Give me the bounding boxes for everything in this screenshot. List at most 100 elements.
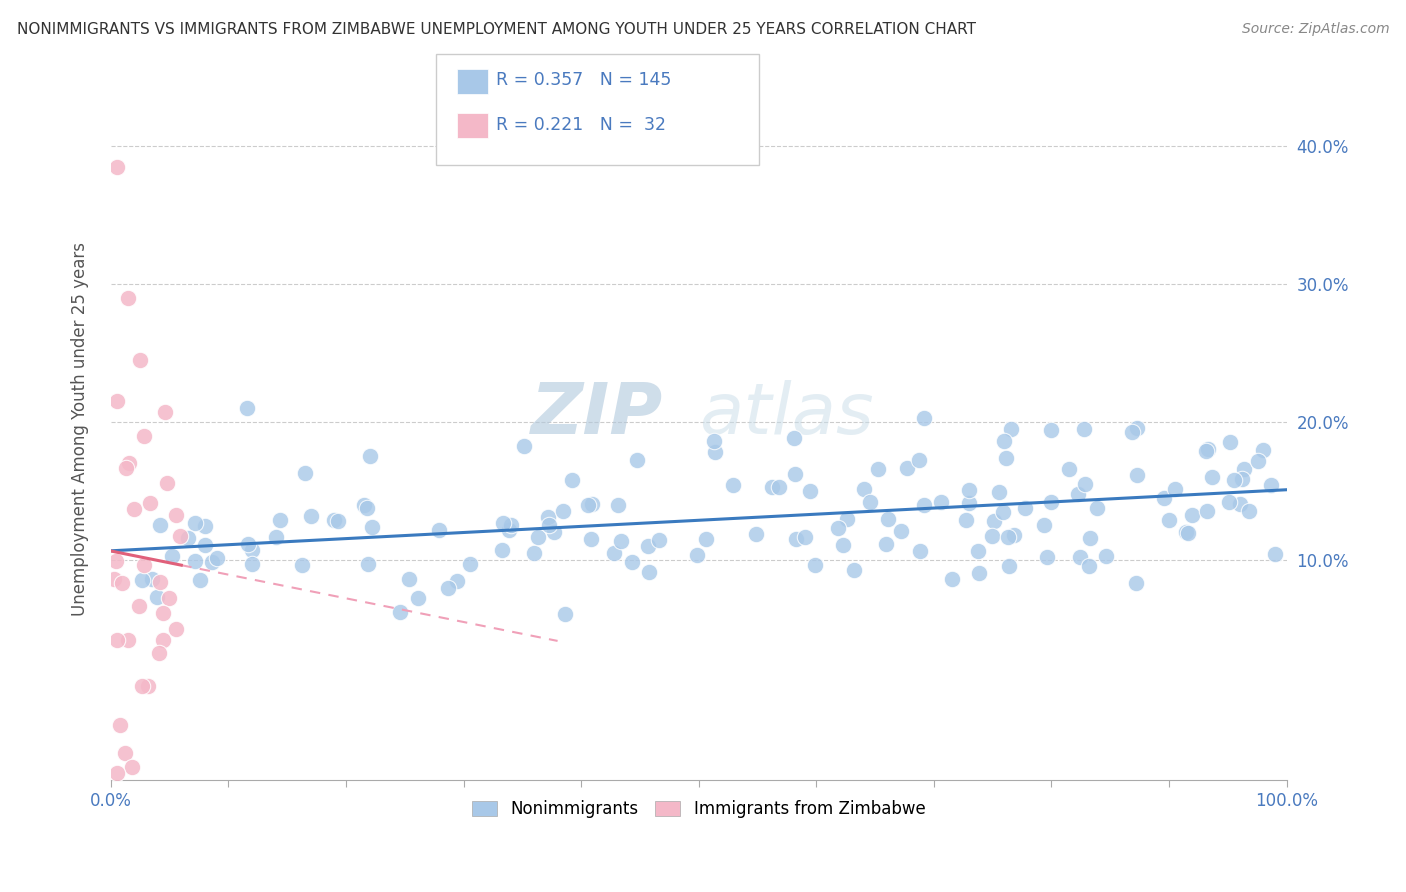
Point — [768, 480, 790, 494]
Point — [1121, 425, 1143, 439]
Point — [783, 467, 806, 481]
Point — [703, 434, 725, 448]
Point — [842, 563, 865, 577]
Point — [269, 513, 291, 527]
Point — [1125, 576, 1147, 591]
Point — [1002, 527, 1025, 541]
Point — [105, 394, 128, 409]
Point — [1036, 550, 1059, 565]
Point — [398, 572, 420, 586]
Point — [827, 521, 849, 535]
Point — [1246, 454, 1268, 468]
Point — [581, 497, 603, 511]
Point — [523, 546, 546, 560]
Point — [1095, 549, 1118, 564]
Point — [446, 574, 468, 589]
Point — [912, 498, 935, 512]
Point — [153, 405, 176, 419]
Point — [1197, 442, 1219, 457]
Point — [993, 434, 1015, 449]
Point — [165, 622, 187, 636]
Legend: Nonimmigrants, Immigrants from Zimbabwe: Nonimmigrants, Immigrants from Zimbabwe — [465, 793, 932, 825]
Point — [1218, 495, 1240, 509]
Point — [607, 498, 630, 512]
Point — [1085, 501, 1108, 516]
Point — [1264, 547, 1286, 561]
Point — [353, 498, 375, 512]
Point — [148, 646, 170, 660]
Point — [896, 461, 918, 475]
Point — [105, 766, 128, 780]
Point — [853, 482, 876, 496]
Point — [581, 533, 603, 547]
Point — [136, 679, 159, 693]
Point — [148, 517, 170, 532]
Text: ZIP: ZIP — [531, 380, 664, 450]
Point — [117, 632, 139, 647]
Point — [128, 599, 150, 613]
Point — [955, 513, 977, 527]
Point — [236, 401, 259, 416]
Point — [326, 514, 349, 528]
Point — [554, 607, 576, 621]
Point — [266, 531, 288, 545]
Point — [299, 508, 322, 523]
Point — [105, 633, 128, 648]
Point — [1059, 462, 1081, 476]
Point — [1195, 444, 1218, 458]
Point — [1077, 559, 1099, 574]
Point — [408, 591, 430, 605]
Point — [981, 529, 1004, 543]
Point — [721, 478, 744, 492]
Point — [190, 573, 212, 587]
Point — [908, 453, 931, 467]
Point — [1074, 477, 1097, 491]
Point — [859, 495, 882, 509]
Point — [141, 572, 163, 586]
Point — [184, 516, 207, 531]
Point — [117, 291, 139, 305]
Point — [941, 572, 963, 586]
Point — [131, 573, 153, 587]
Point — [987, 485, 1010, 500]
Point — [108, 718, 131, 732]
Text: Source: ZipAtlas.com: Source: ZipAtlas.com — [1241, 22, 1389, 37]
Point — [1197, 504, 1219, 518]
Point — [621, 555, 644, 569]
Point — [1233, 462, 1256, 476]
Point — [1201, 470, 1223, 484]
Point — [499, 518, 522, 533]
Point — [291, 558, 314, 573]
Point — [242, 558, 264, 572]
Point — [994, 451, 1017, 466]
Point — [132, 429, 155, 443]
Point — [966, 543, 988, 558]
Point — [111, 576, 134, 591]
Point — [1126, 467, 1149, 482]
Point — [1014, 501, 1036, 516]
Point — [152, 606, 174, 620]
Point — [460, 558, 482, 572]
Point — [129, 353, 152, 368]
Point — [704, 445, 727, 459]
Point — [492, 516, 515, 530]
Point — [294, 466, 316, 480]
Point — [437, 581, 460, 595]
Point — [983, 515, 1005, 529]
Point — [134, 558, 156, 572]
Point — [1219, 435, 1241, 450]
Point — [1260, 478, 1282, 492]
Point — [537, 517, 560, 532]
Point — [931, 494, 953, 508]
Point — [957, 496, 980, 510]
Point — [637, 566, 659, 580]
Point — [498, 523, 520, 537]
Point — [427, 524, 450, 538]
Point — [1078, 531, 1101, 545]
Point — [1069, 549, 1091, 564]
Point — [799, 484, 821, 499]
Point — [1175, 525, 1198, 540]
Point — [122, 501, 145, 516]
Point — [491, 543, 513, 558]
Point — [115, 461, 138, 475]
